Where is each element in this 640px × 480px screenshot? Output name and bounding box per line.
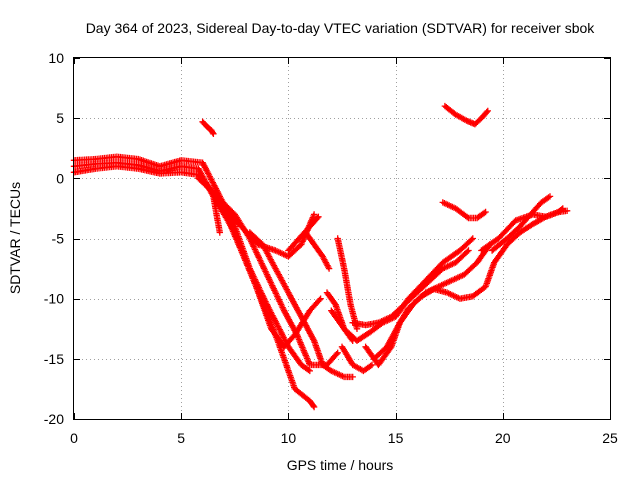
axis-ticks <box>74 58 611 420</box>
chart-title: Day 364 of 2023, Sidereal Day-to-day VTE… <box>86 20 596 36</box>
y-tick-label: 10 <box>48 50 64 66</box>
data-points <box>210 193 223 236</box>
data-points <box>70 159 318 411</box>
x-tick-labels: 0 5 10 15 20 25 <box>70 430 618 446</box>
data-points <box>488 193 554 254</box>
series-arc-4 <box>195 175 341 369</box>
data-points <box>338 343 376 375</box>
data-points <box>371 241 494 362</box>
plot-frame <box>73 57 611 420</box>
series-arc-1 <box>70 159 318 411</box>
data-points <box>285 213 322 254</box>
data-points <box>439 199 489 222</box>
series-arc-14 <box>371 241 494 362</box>
x-axis-label: GPS time / hours <box>287 457 394 473</box>
series-arc-21 <box>210 193 223 236</box>
y-tick-labels: -20 -15 -10 -5 0 5 10 <box>44 50 64 427</box>
x-tick-label: 10 <box>281 430 297 446</box>
data-points <box>195 175 341 369</box>
x-tick-label: 0 <box>70 430 78 446</box>
data-points <box>199 118 217 137</box>
data-points <box>349 247 472 329</box>
data-layer <box>70 102 571 411</box>
y-tick-label: 0 <box>56 170 64 186</box>
x-tick-label: 15 <box>388 430 404 446</box>
y-tick-label: -5 <box>52 231 65 247</box>
series-arc-19 <box>441 102 491 128</box>
x-tick-label: 20 <box>495 430 511 446</box>
series-arc-13 <box>362 205 566 369</box>
x-tick-label: 5 <box>177 430 185 446</box>
series-arc-18 <box>439 199 489 222</box>
series-arc-6 <box>246 229 356 381</box>
series-arc-12 <box>349 247 472 329</box>
series-arc-17 <box>488 193 554 254</box>
data-points <box>362 205 566 369</box>
data-points <box>478 207 571 254</box>
grid <box>74 58 610 419</box>
y-tick-label: -20 <box>44 411 64 427</box>
y-tick-label: -10 <box>44 291 64 307</box>
series-arc-7 <box>285 213 322 254</box>
series-arc-15 <box>338 343 376 375</box>
data-points <box>302 229 333 272</box>
x-tick-label: 25 <box>602 430 618 446</box>
y-tick-label: -15 <box>44 351 64 367</box>
y-tick-label: 5 <box>56 110 64 126</box>
series-arc-8 <box>302 229 333 272</box>
y-axis-label: SDTVAR / TECUs <box>7 182 23 294</box>
series-arc-16 <box>478 207 571 254</box>
data-points <box>246 229 356 381</box>
series-arc-20 <box>199 118 217 137</box>
data-points <box>441 102 491 128</box>
